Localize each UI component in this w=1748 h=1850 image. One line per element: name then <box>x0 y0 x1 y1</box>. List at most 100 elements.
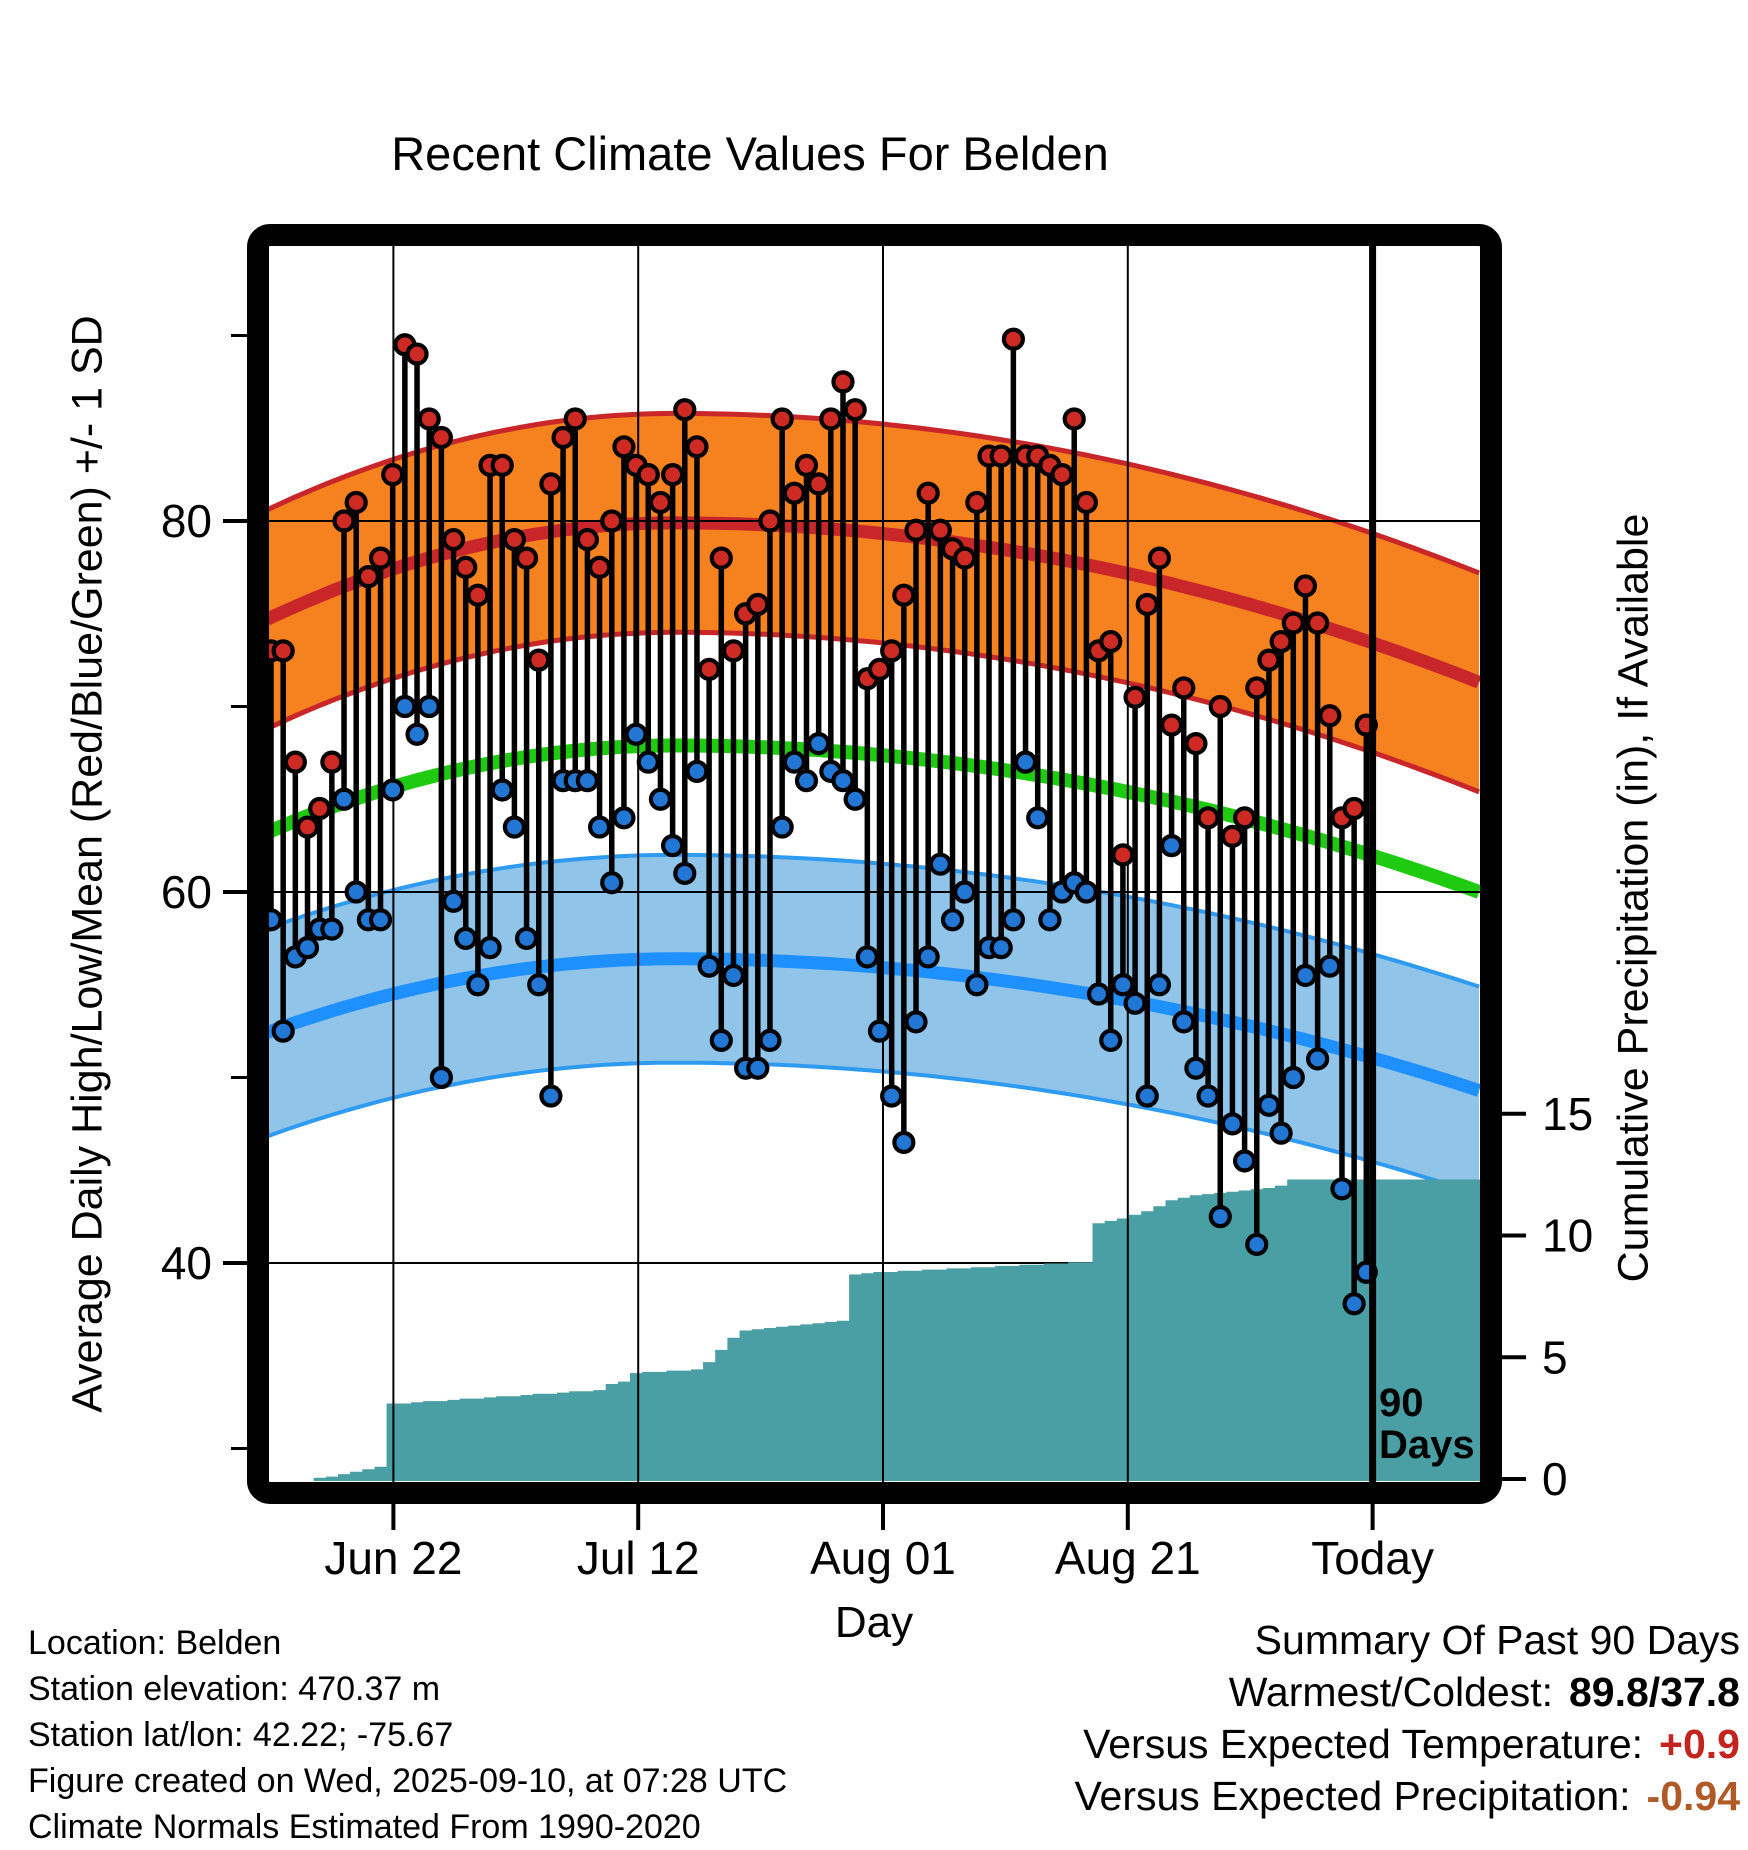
summary-label: Versus Expected Precipitation: <box>1074 1773 1631 1819</box>
daily-low-dot <box>709 1028 733 1053</box>
daily-low-dot <box>636 750 660 774</box>
summary-label: Warmest/Coldest: <box>1228 1669 1553 1715</box>
daily-high-dot <box>1306 611 1330 635</box>
left-axis-title: Average Daily High/Low/Mean (Red/Blue/Gr… <box>63 315 112 1413</box>
daily-high-dot <box>1232 806 1257 830</box>
daily-high-dot <box>381 463 405 487</box>
daily-high-dot <box>271 639 295 663</box>
daily-high-dot <box>819 407 843 431</box>
daily-high-dot <box>1099 629 1123 654</box>
daily-high-dot <box>1196 806 1220 830</box>
daily-low-dot <box>1269 1121 1293 1145</box>
daily-low-dot <box>1208 1205 1232 1229</box>
daily-high-dot <box>332 509 356 533</box>
daily-low-dot <box>916 945 940 969</box>
chart-title: Recent Climate Values For Belden <box>391 127 1109 180</box>
x-axis-title: Day <box>834 1598 914 1647</box>
station-info: Location: Belden Station elevation: 470.… <box>28 1620 787 1850</box>
daily-low-dot <box>1196 1084 1220 1108</box>
daily-low-dot <box>843 787 867 811</box>
daily-high-dot <box>320 750 344 774</box>
left-tick-label: 80 <box>161 495 212 547</box>
daily-high-dot <box>746 592 770 617</box>
daily-high-dot <box>709 546 733 570</box>
daily-low-dot <box>612 806 636 830</box>
daily-high-dot <box>502 527 527 552</box>
daily-high-dot <box>1208 694 1232 719</box>
daily-high-dot <box>697 657 721 682</box>
daily-high-dot <box>514 546 539 570</box>
daily-low-dot <box>478 936 502 960</box>
daily-low-dot <box>1086 982 1111 1006</box>
daily-high-dot <box>685 435 709 459</box>
high-band-bottom-edge <box>269 629 1480 795</box>
daily-low-dot <box>928 852 952 876</box>
daily-high-dot <box>661 463 685 487</box>
daily-high-dot <box>892 583 916 607</box>
daily-low-dot <box>1245 1232 1269 1257</box>
daily-high-dot <box>356 565 380 589</box>
daily-high-dot <box>782 481 806 505</box>
daily-high-dot <box>1318 704 1342 728</box>
summary-row-vs-precipitation: Versus Expected Precipitation: -0.94 <box>1074 1770 1740 1822</box>
daily-low-dot <box>429 1065 453 1090</box>
right-tick-label: 15 <box>1542 1088 1593 1140</box>
daily-low-dot <box>1147 973 1172 997</box>
daily-high-dot <box>831 370 855 394</box>
daily-low-dot <box>502 815 527 839</box>
daily-high-dot <box>843 398 867 422</box>
daily-high-dot <box>636 463 660 487</box>
daily-low-dot <box>1232 1149 1257 1173</box>
daily-high-dot <box>417 407 441 431</box>
daily-low-dot <box>758 1028 782 1053</box>
station-latlon: Station lat/lon: 42.22; -75.67 <box>28 1716 454 1754</box>
daily-high-dot <box>807 472 831 496</box>
right-tick-label: 0 <box>1542 1453 1568 1505</box>
left-tick-label: 40 <box>161 1237 212 1289</box>
daily-low-dot <box>940 908 965 932</box>
daily-low-dot <box>1293 963 1318 988</box>
daily-high-dot <box>1159 713 1184 737</box>
daily-low-dot <box>1013 750 1038 774</box>
daily-low-dot <box>1257 1093 1281 1117</box>
daily-low-dot <box>1342 1292 1366 1316</box>
daily-high-dot <box>600 509 624 533</box>
daily-high-dot <box>1123 685 1147 709</box>
normals-source: Climate Normals Estimated From 1990-2020 <box>28 1808 701 1846</box>
cumulative-precip-area <box>313 1179 1480 1481</box>
right-tick-label: 5 <box>1542 1331 1568 1383</box>
daily-low-dot <box>1172 1010 1196 1034</box>
daily-low-dot <box>332 787 356 811</box>
ninety-days-line1: 90 <box>1379 1381 1424 1425</box>
daily-high-dot <box>368 546 393 570</box>
daily-low-dot <box>648 787 673 811</box>
daily-high-dot <box>429 425 453 450</box>
daily-low-dot <box>381 778 405 802</box>
daily-high-dot <box>344 490 368 515</box>
ninety-days-annotation: 90 Days <box>1379 1382 1475 1466</box>
daily-high-dot <box>794 453 819 477</box>
x-tick-label: Today <box>1311 1532 1434 1584</box>
summary-value: 89.8/37.8 <box>1569 1669 1740 1715</box>
high-band-top-edge <box>269 410 1480 576</box>
daily-high-dot <box>673 398 697 422</box>
daily-low-dot <box>600 871 624 895</box>
daily-low-dot <box>892 1130 916 1155</box>
daily-high-dot <box>953 546 977 570</box>
daily-low-dot <box>1281 1065 1305 1090</box>
daily-low-dot <box>1099 1028 1123 1053</box>
plot-content <box>269 246 1480 1482</box>
x-tick-label: Jun 22 <box>324 1532 462 1584</box>
daily-low-dot <box>539 1084 563 1108</box>
daily-low-dot <box>1220 1112 1245 1136</box>
daily-low-dot <box>575 769 600 793</box>
x-tick-label: Aug 21 <box>1055 1532 1201 1584</box>
x-tick-label: Jul 12 <box>577 1532 700 1584</box>
daily-low-dot <box>697 954 721 978</box>
daily-high-dot <box>551 425 575 450</box>
daily-high-dot <box>1135 592 1159 617</box>
daily-high-dot <box>1062 407 1086 431</box>
summary-value: -0.94 <box>1646 1773 1740 1819</box>
daily-low-dot <box>1074 880 1098 904</box>
